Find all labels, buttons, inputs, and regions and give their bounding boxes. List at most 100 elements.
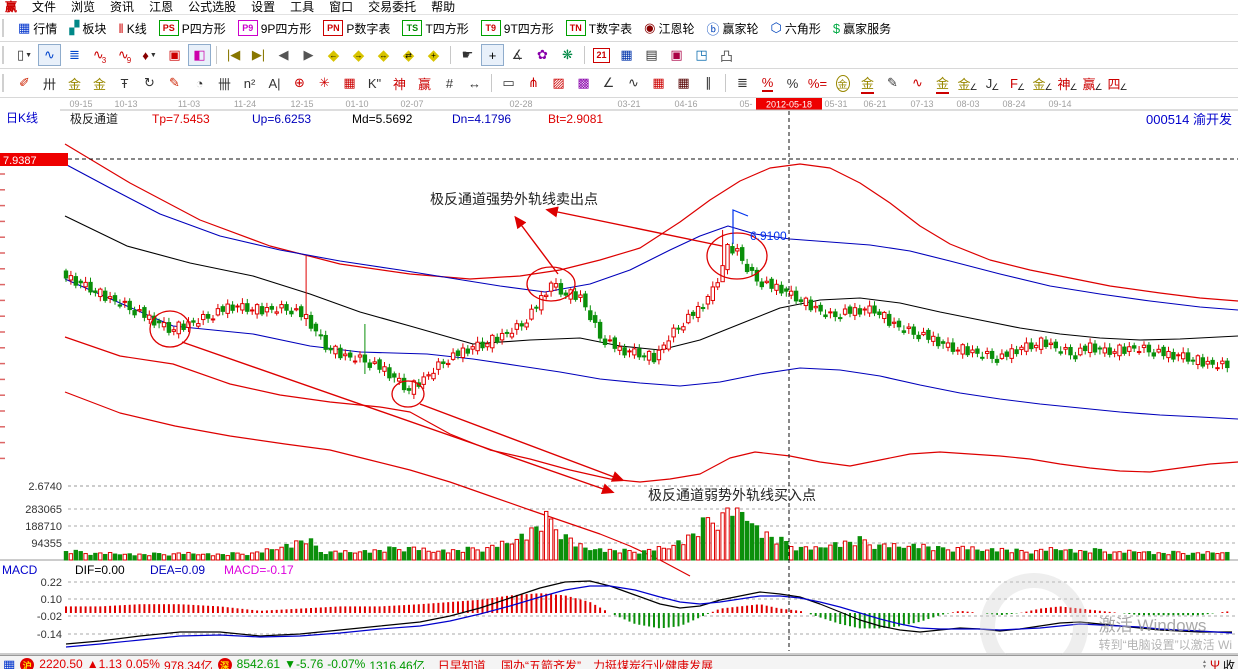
macd-title[interactable]: MACD (2, 563, 38, 577)
gold-underline-icon[interactable]: 金 (931, 72, 954, 94)
pct-angle-icon[interactable]: % (761, 74, 774, 92)
trend-icon[interactable]: ∿ (38, 44, 61, 66)
ink-pen-icon[interactable]: ✎ (887, 75, 898, 90)
angle-gold-2-icon[interactable]: 金 ∠ (1032, 76, 1053, 93)
ying-tool-icon[interactable]: 赢 (417, 76, 431, 92)
collapse-label[interactable]: 收 (1222, 658, 1235, 669)
gann-grid-icon[interactable]: ▦ (343, 75, 356, 90)
a-line-icon[interactable]: A| (268, 75, 281, 91)
shift-right-icon[interactable]: ◆ → (352, 47, 365, 64)
menu-item-0[interactable]: 赢 (5, 0, 18, 14)
k-quote-icon[interactable]: K" (367, 75, 382, 91)
menu-item-4[interactable]: 江恩 (149, 0, 174, 14)
shenzhen-index[interactable]: 8542.61 ▼-5.76 -0.07% 1316.46亿 (236, 656, 425, 669)
menu-item-7[interactable]: 工具 (290, 0, 315, 14)
toolbar-t-table[interactable]: TN T数字表 (560, 17, 638, 39)
wave-3-icon[interactable]: ∿ 3 (92, 47, 107, 65)
toolbar-sector-blocks[interactable]: ▞ 板块 (63, 17, 112, 39)
parallel-icon[interactable]: ∥ (705, 75, 712, 90)
ticker-scroll-buttons[interactable]: ▲ ▼ (1202, 659, 1207, 669)
prev-bar-icon[interactable]: ◀ (278, 47, 289, 62)
angle-ying-icon[interactable]: 赢 ∠ (1082, 76, 1103, 93)
shanghai-index[interactable]: 2220.50 ▲1.13 0.05% 978.34亿 (39, 656, 213, 669)
gann-box-2-icon[interactable]: ▩ (577, 75, 590, 90)
n-square-icon[interactable]: n² (243, 75, 256, 91)
calculator-icon[interactable]: ▦ (620, 47, 633, 62)
ruler-icon[interactable]: 卅 (42, 76, 56, 92)
toolbar-p-table[interactable]: PN P数字表 (317, 17, 396, 39)
menu-item-5[interactable]: 公式选股 (188, 0, 237, 14)
quote-table-icon[interactable]: ▦ (3, 657, 16, 669)
menu-item-8[interactable]: 窗口 (329, 0, 354, 14)
zigzag-icon[interactable]: ∿ (628, 75, 639, 90)
shen-tool-icon[interactable]: 神 (392, 76, 406, 92)
menu-item-9[interactable]: 交易委托 (368, 0, 417, 14)
ladder-icon[interactable]: ≣ (737, 75, 748, 90)
gold-circle-icon[interactable]: 金 (831, 72, 854, 94)
angle-f-icon[interactable]: F ∠ (1009, 75, 1026, 93)
angle-si-icon[interactable]: 四 ∠ (1107, 76, 1128, 93)
knot-tool-icon[interactable]: ❋ (562, 47, 573, 62)
menu-item-3[interactable]: 资讯 (110, 0, 135, 14)
kline-chart[interactable]: 09-15 10-13 11-03 11-24 12-15 01-10 02-07 02-28… (0, 98, 1238, 655)
fibo-f-icon[interactable]: Ŧ (120, 75, 129, 91)
menu-item-10[interactable]: 帮助 (431, 0, 456, 14)
toolbar-quotes-grid[interactable]: ▦ 行情 (12, 17, 63, 39)
percent-icon[interactable]: % (786, 75, 799, 91)
toolbar-t-square[interactable]: TS T四方形 (396, 17, 474, 39)
toolbar-kline[interactable]: ‖ K线 (112, 17, 152, 39)
kline-style-icon[interactable]: ▯ ▼ (16, 47, 33, 62)
notes-icon[interactable]: ▤ (645, 47, 658, 62)
spiral-icon[interactable]: ↻ (144, 75, 155, 90)
hand-icon[interactable]: ☛ (461, 47, 474, 62)
pattern-icon[interactable]: ▣ (168, 47, 181, 62)
gold-grid-2-icon[interactable]: 金 (92, 76, 106, 92)
gann-box-icon[interactable]: ▨ (552, 75, 565, 90)
menu-item-2[interactable]: 浏览 (71, 0, 96, 14)
period-label[interactable]: 日K线 (6, 111, 38, 125)
toolbar-p-square[interactable]: PS P四方形 (153, 17, 232, 39)
swap-icon[interactable]: ◆ ⇄ (402, 47, 415, 64)
menu-item-1[interactable]: 文件 (32, 0, 57, 14)
volume-profile-icon[interactable]: ◧ (188, 44, 211, 66)
menu-item-6[interactable]: 设置 (251, 0, 276, 14)
wave-a-icon[interactable]: ∿ (912, 75, 923, 90)
last-bar-icon[interactable]: ▶| (251, 47, 266, 62)
expand-h-icon[interactable]: ◆ ↔ (377, 47, 390, 64)
span-arrows-icon[interactable]: ↔ (468, 75, 481, 91)
candle-style-icon[interactable]: ♦ ▼ (142, 47, 157, 63)
info-doc-icon[interactable]: ≣ (69, 47, 80, 62)
ruler-123-icon[interactable]: # (445, 75, 454, 91)
angle-shen-icon[interactable]: 神 ∠ (1057, 76, 1078, 93)
pct-line-icon[interactable]: %= (807, 75, 828, 91)
crosshair-icon[interactable]: + (481, 44, 504, 66)
segment-icon[interactable]: ∡ (511, 47, 524, 62)
toolbar-9p-square[interactable]: P9 9P四方形 (232, 17, 318, 39)
news-ticker[interactable]: 日早知道 国办“五箭齐发” 力挺煤炭行业健康发展 (437, 658, 714, 669)
grid-red-icon[interactable]: ▦ (652, 75, 665, 90)
brush-icon[interactable]: ✐ (19, 75, 30, 90)
circle-cross-icon[interactable]: ⊕ (294, 75, 305, 90)
angle-j-icon[interactable]: J ∠ (985, 75, 1000, 93)
toolbar-hexagon[interactable]: ⬡ 六角形 (765, 17, 827, 39)
box-tool-icon[interactable]: ▭ (502, 75, 515, 90)
wave-9-icon[interactable]: ∿ 9 (117, 47, 132, 65)
angle-gold-icon[interactable]: 金 ∠ (957, 76, 978, 93)
export-icon[interactable]: ◳ (695, 47, 708, 62)
toolbar-winner-wheel[interactable]: ⓑ 赢家轮 (701, 17, 765, 39)
first-bar-icon[interactable]: |◀ (226, 47, 241, 62)
ruler-2-icon[interactable]: 卌 (217, 76, 231, 92)
time-circle-icon[interactable]: ◔ (195, 75, 204, 91)
save-icon[interactable]: ▣ (670, 47, 683, 62)
star-grid-icon[interactable]: ✳ (319, 75, 330, 90)
toolbar-gann-wheel[interactable]: ◉ 江恩轮 (638, 17, 700, 39)
flower-tool-icon[interactable]: ✿ (537, 47, 548, 62)
angle-lines-icon[interactable]: ∠ (602, 75, 615, 90)
fan-lines-icon[interactable]: ⋔ (528, 75, 539, 90)
center-icon[interactable]: ◆ + (427, 47, 440, 64)
toolbar-9t-square[interactable]: T9 9T四方形 (475, 17, 560, 39)
stock-label[interactable]: 000514 渝开发 (1146, 112, 1232, 127)
grid-dark-icon[interactable]: ▦ (677, 75, 690, 90)
gold-line-icon[interactable]: 金 (856, 72, 879, 94)
marker-pen-icon[interactable]: ✎ (169, 75, 180, 90)
